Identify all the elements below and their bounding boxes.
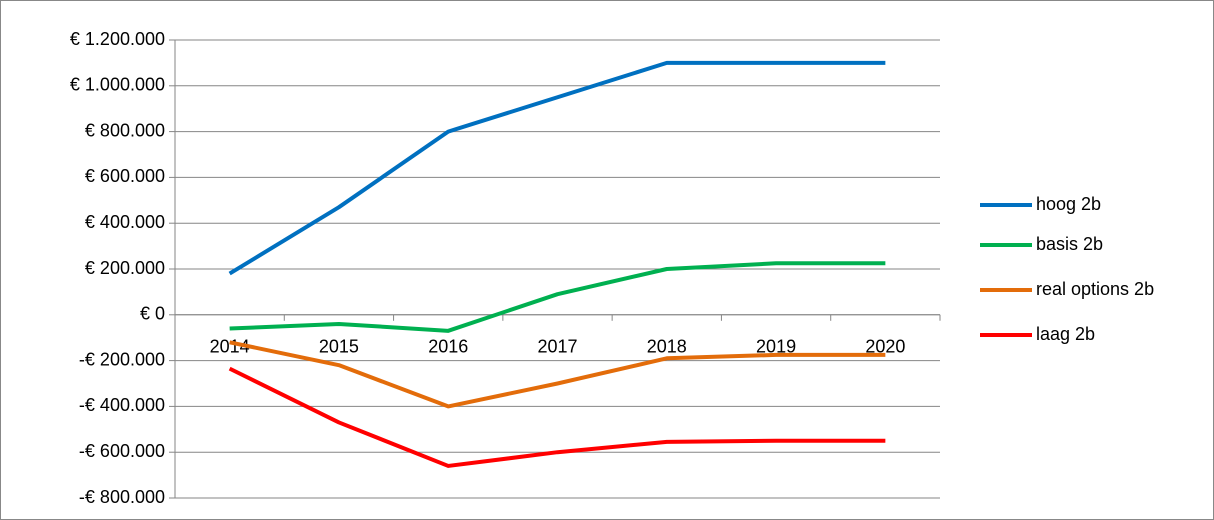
y-tick-label: € 1.000.000 (70, 75, 165, 95)
series-line (229, 261, 886, 333)
x-tick-label: 2014 (210, 337, 250, 357)
y-tick-label: -€ 400.000 (79, 395, 165, 415)
y-tick-label: -€ 200.000 (79, 349, 165, 369)
y-tick-label: € 0 (140, 304, 165, 324)
x-tick-label: 2015 (319, 337, 359, 357)
y-tick-label: € 800.000 (85, 120, 165, 140)
legend-label: hoog 2b (1036, 194, 1101, 214)
legend-label: laag 2b (1036, 324, 1095, 344)
legend-label: real options 2b (1036, 279, 1154, 299)
x-tick-label: 2019 (756, 337, 796, 357)
y-tick-label: € 200.000 (85, 258, 165, 278)
y-tick-label: -€ 600.000 (79, 441, 165, 461)
legend-label: basis 2b (1036, 234, 1103, 254)
y-tick-label: -€ 800.000 (79, 487, 165, 507)
x-tick-label: 2020 (865, 337, 905, 357)
x-tick-label: 2018 (647, 337, 687, 357)
y-tick-label: € 1.200.000 (70, 29, 165, 49)
series-line (228, 60, 886, 276)
y-tick-label: € 400.000 (85, 212, 165, 232)
series-line (229, 340, 886, 409)
x-tick-label: 2017 (537, 337, 577, 357)
series-line (228, 366, 886, 468)
y-tick-label: € 600.000 (85, 166, 165, 186)
x-tick-label: 2016 (428, 337, 468, 357)
